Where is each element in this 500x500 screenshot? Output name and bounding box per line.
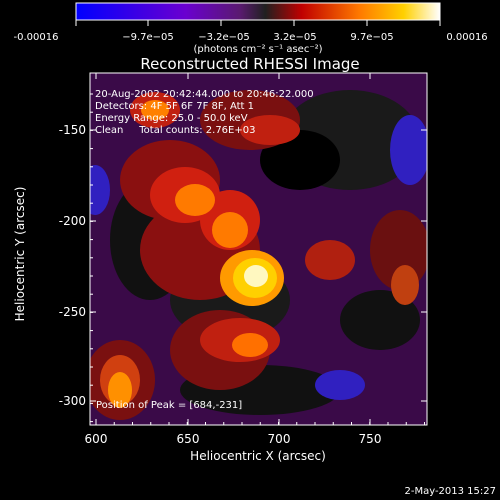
- y-axis-label: Heliocentric Y (arcsec): [13, 187, 27, 322]
- time-range-text: 20-Aug-2002 20:42:44.000 to 20:46:22.000: [95, 89, 314, 100]
- intensity-blob: [240, 115, 300, 145]
- intensity-blob: [141, 100, 169, 120]
- colorbar-tick-label: −3.2e−05: [198, 32, 250, 43]
- axis-ticks: [90, 73, 427, 425]
- colorbar-tick-label: −9.7e−05: [122, 32, 174, 43]
- intensity-blob: [232, 333, 268, 357]
- intensity-blob: [391, 265, 419, 305]
- y-tick-label: -200: [59, 214, 86, 228]
- x-tick-label: 700: [268, 432, 291, 446]
- x-tick-label: 650: [177, 432, 200, 446]
- intensity-blob: [260, 130, 340, 190]
- y-tick-label: -300: [59, 394, 86, 408]
- colorbar-unit-label: (photons cm⁻² s⁻¹ asec⁻²): [193, 44, 322, 55]
- colorbar-ticks: [75, 20, 441, 26]
- plot-frame: [89, 72, 428, 426]
- intensity-blob: [305, 240, 355, 280]
- footer-timestamp: 2-May-2013 15:27: [404, 486, 496, 497]
- intensity-blob: [244, 265, 268, 287]
- x-tick-label: 600: [85, 432, 108, 446]
- colorbar-tick-label: 9.7e−05: [350, 32, 393, 43]
- intensity-blob: [175, 184, 215, 216]
- colorbar-tick-label: 0.00016: [446, 32, 487, 43]
- intensity-blob: [212, 212, 248, 248]
- peak-position-text: Position of Peak = [684,-231]: [96, 400, 242, 411]
- intensity-blob: [90, 165, 110, 215]
- colorbar: [75, 2, 441, 21]
- intensity-blob: [108, 372, 132, 408]
- intensity-blob: [340, 290, 420, 350]
- total-counts-text: Clean Total counts: 2.76E+03: [95, 125, 255, 136]
- energy-range-text: Energy Range: 25.0 - 50.0 keV: [95, 113, 248, 124]
- detectors-text: Detectors: 4F 5F 6F 7F 8F, Att 1: [95, 101, 254, 112]
- intensity-blob: [390, 115, 427, 185]
- intensity-blob: [315, 370, 365, 400]
- image-title: Reconstructed RHESSI Image: [140, 55, 359, 73]
- solar-image: [90, 73, 427, 425]
- x-axis-label: Heliocentric X (arcsec): [190, 449, 326, 463]
- colorbar-tick-label: -0.00016: [14, 32, 59, 43]
- y-tick-label: -150: [59, 123, 86, 137]
- colorbar-tick-label: 3.2e−05: [273, 32, 316, 43]
- y-tick-label: -250: [59, 305, 86, 319]
- x-tick-label: 750: [359, 432, 382, 446]
